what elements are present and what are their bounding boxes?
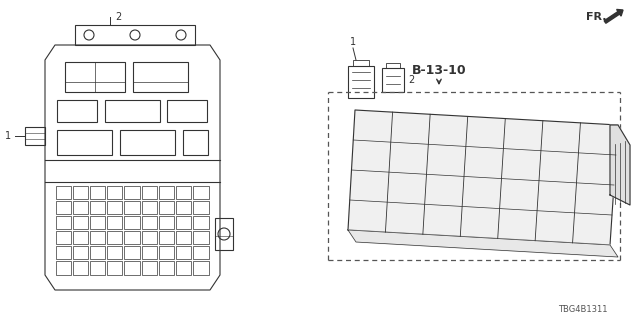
Bar bbox=[73, 261, 88, 275]
Bar bbox=[90, 201, 105, 214]
Text: 2: 2 bbox=[115, 12, 121, 22]
Bar bbox=[176, 231, 191, 244]
Bar bbox=[167, 100, 207, 122]
Bar bbox=[75, 25, 195, 45]
Bar bbox=[90, 246, 105, 259]
Bar bbox=[193, 186, 209, 199]
Bar bbox=[382, 68, 404, 92]
Bar bbox=[57, 100, 97, 122]
Polygon shape bbox=[610, 125, 630, 205]
Bar bbox=[159, 216, 174, 229]
Bar bbox=[193, 261, 209, 275]
Bar bbox=[159, 201, 174, 214]
Text: TBG4B1311: TBG4B1311 bbox=[558, 305, 608, 314]
Bar bbox=[159, 186, 174, 199]
Bar bbox=[348, 66, 374, 98]
Bar bbox=[124, 186, 140, 199]
Bar bbox=[141, 216, 157, 229]
Bar bbox=[56, 246, 71, 259]
Bar bbox=[193, 216, 209, 229]
Bar bbox=[105, 100, 160, 122]
Bar bbox=[176, 246, 191, 259]
Bar bbox=[57, 130, 112, 155]
Bar bbox=[107, 231, 122, 244]
Bar bbox=[141, 186, 157, 199]
Text: 1: 1 bbox=[5, 131, 11, 141]
Bar bbox=[124, 201, 140, 214]
Bar bbox=[25, 127, 45, 145]
Bar bbox=[193, 201, 209, 214]
Text: B-13-10: B-13-10 bbox=[412, 63, 467, 76]
Bar bbox=[124, 216, 140, 229]
Bar bbox=[73, 246, 88, 259]
Bar bbox=[120, 130, 175, 155]
Bar bbox=[386, 63, 400, 68]
Text: 1: 1 bbox=[350, 37, 356, 47]
Bar bbox=[65, 62, 125, 92]
Bar bbox=[56, 231, 71, 244]
Bar bbox=[141, 201, 157, 214]
Bar bbox=[90, 231, 105, 244]
Bar bbox=[215, 218, 233, 250]
Bar bbox=[159, 261, 174, 275]
Bar bbox=[353, 60, 369, 66]
Bar bbox=[176, 186, 191, 199]
Bar bbox=[107, 201, 122, 214]
Bar bbox=[159, 231, 174, 244]
Bar bbox=[141, 246, 157, 259]
Polygon shape bbox=[348, 110, 618, 245]
Bar bbox=[124, 246, 140, 259]
Bar bbox=[73, 216, 88, 229]
Bar bbox=[193, 231, 209, 244]
Text: FR.: FR. bbox=[586, 12, 607, 22]
Bar bbox=[73, 231, 88, 244]
Bar bbox=[141, 231, 157, 244]
Bar bbox=[176, 216, 191, 229]
Bar bbox=[124, 261, 140, 275]
Bar bbox=[56, 216, 71, 229]
Bar bbox=[73, 201, 88, 214]
Bar bbox=[56, 186, 71, 199]
FancyArrow shape bbox=[604, 10, 623, 23]
Bar bbox=[193, 246, 209, 259]
Bar bbox=[73, 186, 88, 199]
Bar bbox=[176, 261, 191, 275]
Bar bbox=[90, 261, 105, 275]
Bar bbox=[107, 246, 122, 259]
Text: 2: 2 bbox=[408, 75, 414, 85]
Bar bbox=[176, 201, 191, 214]
Bar bbox=[90, 216, 105, 229]
Bar bbox=[107, 261, 122, 275]
Bar bbox=[56, 201, 71, 214]
Bar bbox=[159, 246, 174, 259]
Bar bbox=[124, 231, 140, 244]
Bar bbox=[141, 261, 157, 275]
Bar bbox=[107, 216, 122, 229]
Bar bbox=[90, 186, 105, 199]
Bar bbox=[183, 130, 208, 155]
Polygon shape bbox=[348, 230, 618, 257]
Bar bbox=[133, 62, 188, 92]
Bar bbox=[56, 261, 71, 275]
Bar bbox=[107, 186, 122, 199]
